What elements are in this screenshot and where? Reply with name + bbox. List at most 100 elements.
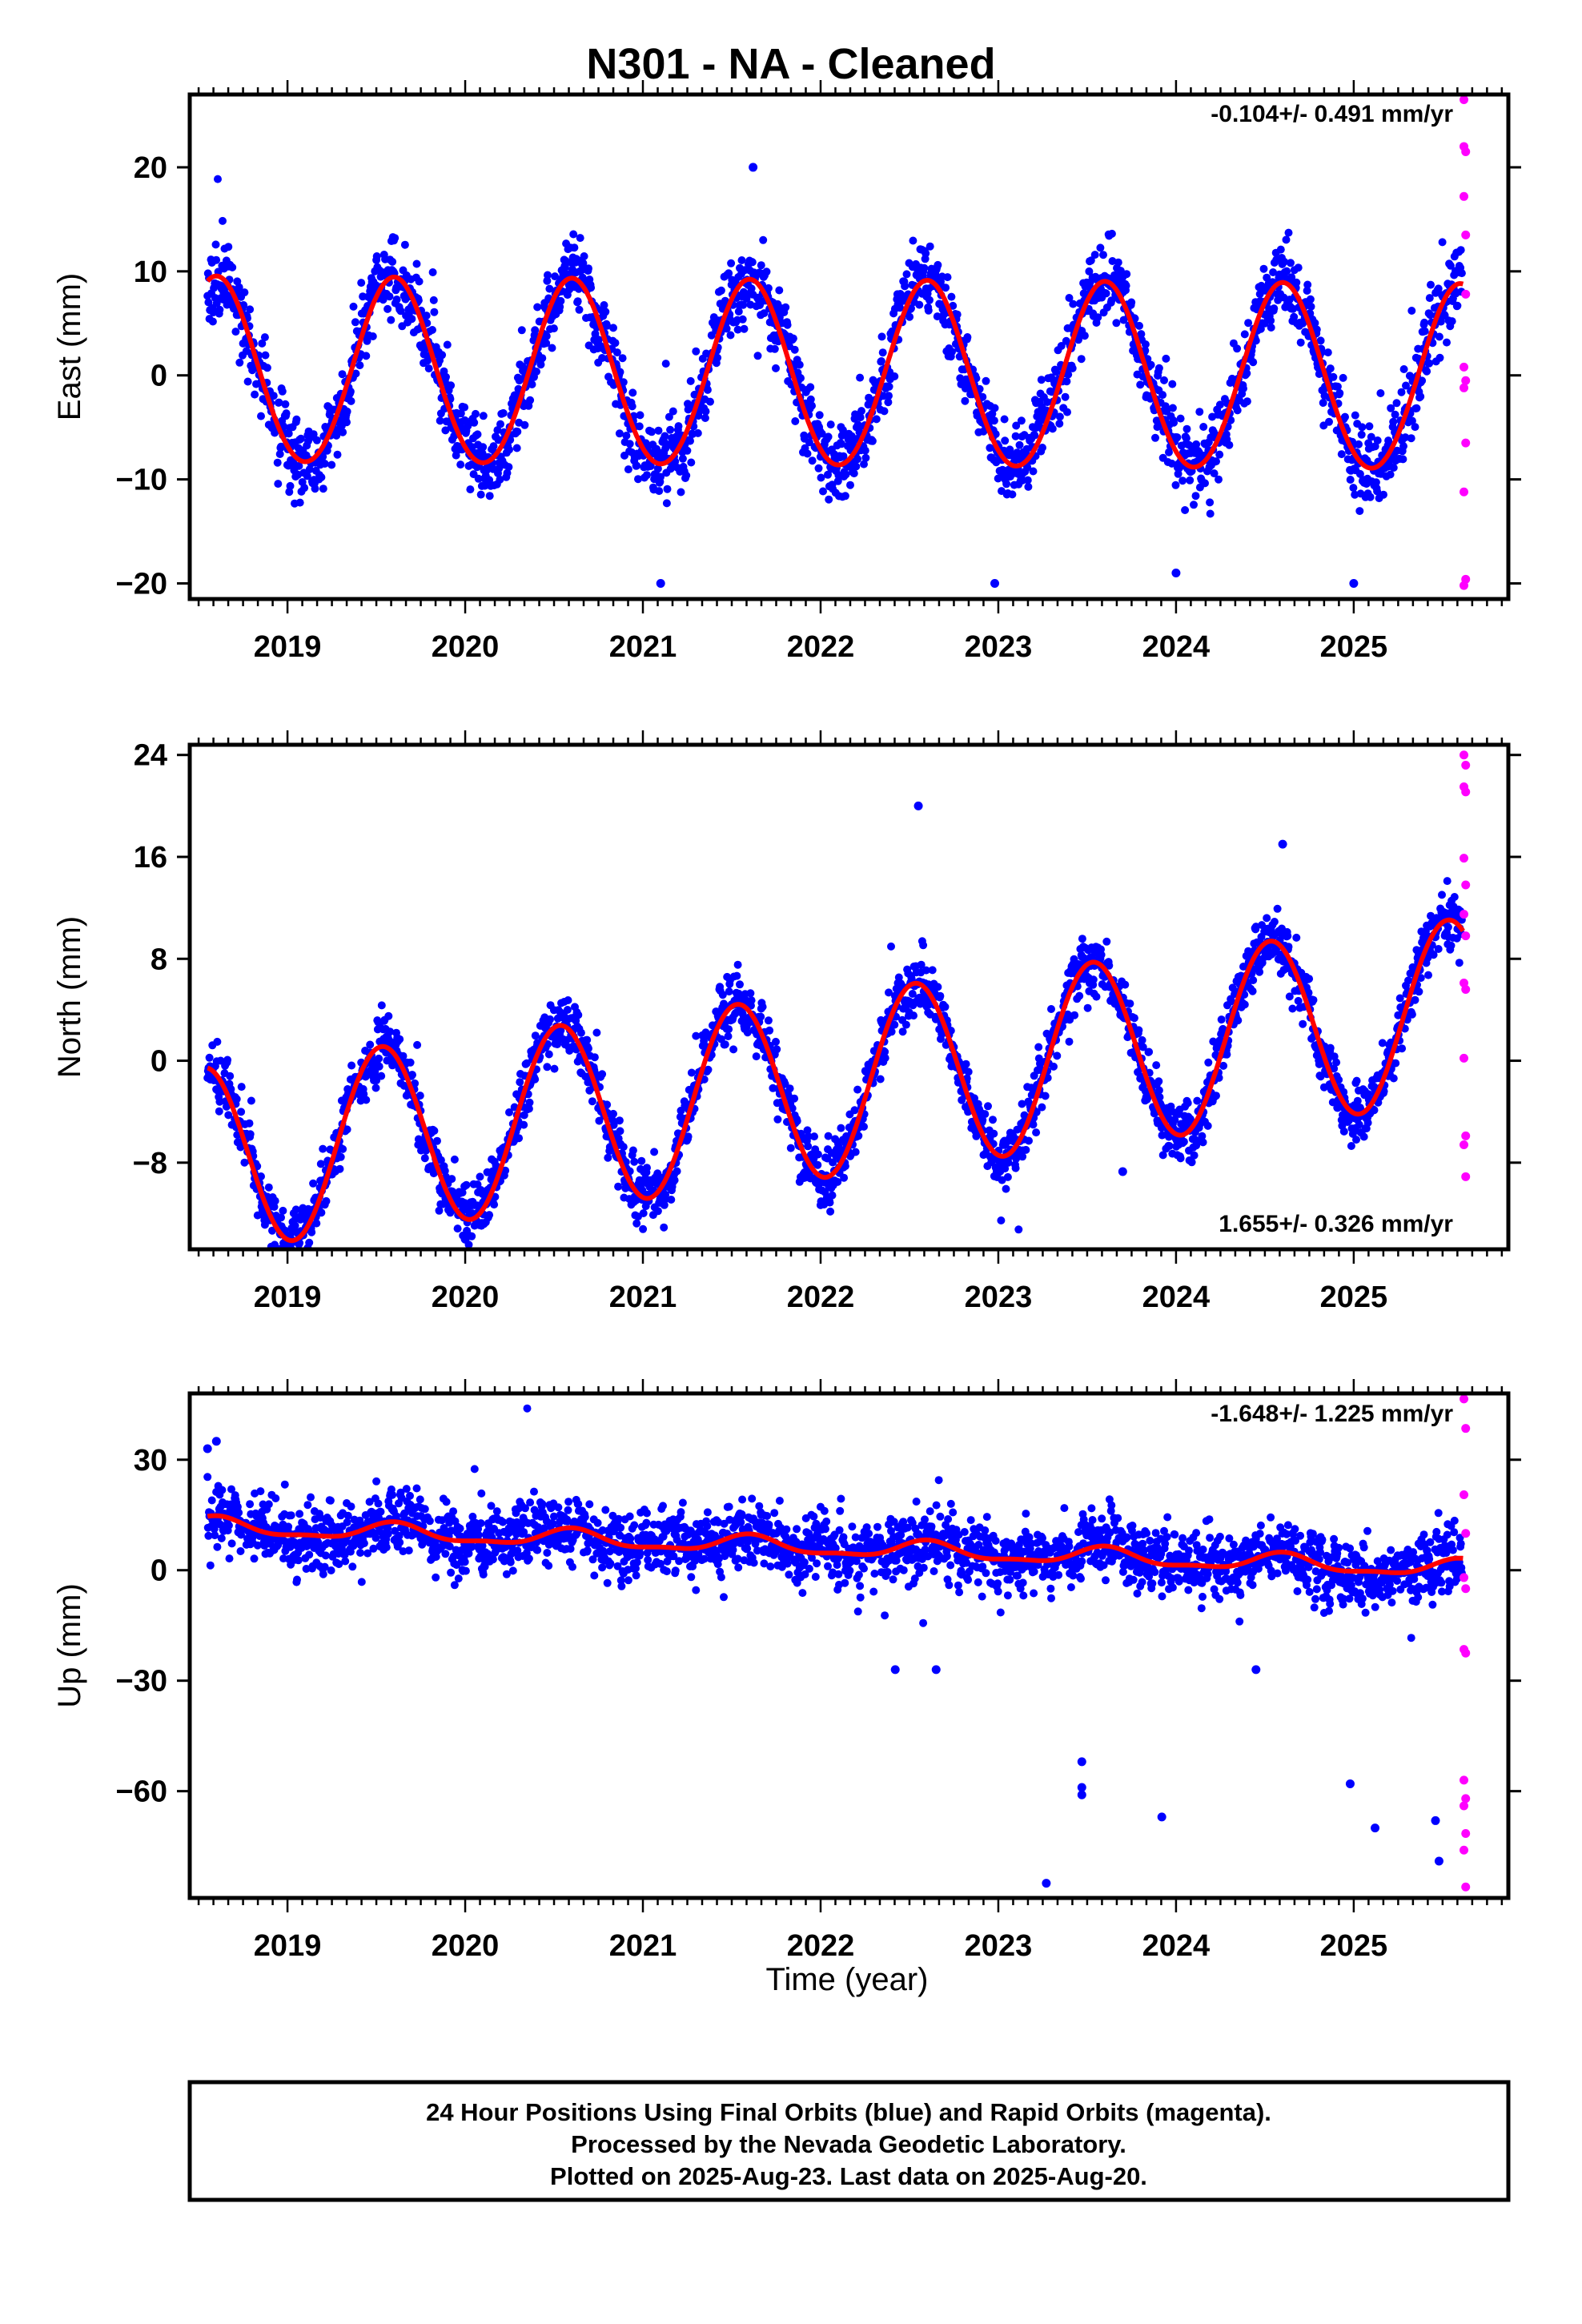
data-point [632, 461, 641, 470]
data-point [357, 279, 366, 287]
data-point [1074, 336, 1082, 344]
data-point [981, 1110, 990, 1119]
data-point [963, 333, 972, 341]
data-point [717, 286, 725, 295]
data-point [805, 438, 813, 447]
data-point [941, 1003, 950, 1011]
data-point [1062, 377, 1071, 386]
data-point [1355, 507, 1364, 516]
data-point [856, 373, 865, 382]
data-point [733, 971, 741, 980]
data-point [833, 476, 842, 485]
data-point [576, 234, 584, 243]
data-point [543, 276, 552, 285]
data-point [1325, 417, 1333, 426]
data-point [729, 1045, 738, 1054]
data-point [884, 398, 893, 407]
data-point [447, 381, 456, 390]
data-point [258, 339, 267, 348]
data-point [478, 449, 487, 458]
data-point [215, 1107, 223, 1116]
data-point [416, 1092, 424, 1100]
data-point [677, 488, 685, 497]
data-point [1315, 370, 1323, 378]
data-point [295, 498, 304, 507]
data-point [584, 264, 592, 273]
data-point [1086, 256, 1095, 265]
data-point [1182, 424, 1191, 433]
data-point [775, 286, 784, 295]
data-point [474, 474, 483, 483]
data-point [1379, 490, 1387, 499]
data-point [1173, 433, 1182, 442]
data-point [429, 296, 438, 304]
data-point [1003, 1172, 1012, 1181]
data-point [1311, 319, 1319, 328]
data-point [1326, 364, 1335, 373]
data-point [615, 1116, 624, 1125]
data-point [1270, 304, 1279, 313]
data-point [877, 357, 885, 365]
data-point [853, 455, 862, 464]
data-point [472, 409, 480, 418]
data-point [902, 270, 911, 279]
data-point [1416, 392, 1425, 401]
data-point [786, 1144, 795, 1152]
data-point [375, 1062, 383, 1071]
data-point [542, 332, 551, 340]
data-point [311, 485, 319, 493]
data-point [989, 1116, 997, 1124]
rapid-point [1461, 289, 1471, 299]
data-point [773, 1115, 782, 1124]
data-point [1349, 484, 1358, 493]
data-point [706, 397, 714, 406]
data-point [757, 1012, 765, 1021]
data-point [1284, 228, 1293, 237]
data-point [737, 256, 746, 264]
data-point [347, 1061, 356, 1070]
data-point [646, 462, 655, 470]
east-model-curve [205, 273, 1465, 471]
data-point [1316, 336, 1325, 345]
data-point [362, 1096, 371, 1104]
data-point [543, 1063, 552, 1072]
data-point [501, 1166, 510, 1175]
data-point [1225, 440, 1234, 449]
data-point [857, 407, 865, 416]
data-point [1179, 1137, 1188, 1146]
data-point [790, 1094, 799, 1103]
data-point [574, 1011, 583, 1019]
data-point [1032, 1128, 1041, 1137]
data-point [1191, 492, 1200, 501]
data-point [1306, 295, 1315, 304]
data-point [1399, 442, 1407, 451]
data-point [1043, 398, 1052, 407]
data-point [736, 980, 744, 989]
data-point [1047, 388, 1056, 396]
data-point [990, 404, 999, 412]
data-point [215, 305, 224, 314]
data-point [1423, 367, 1431, 376]
data-point [1399, 365, 1408, 373]
data-point [1199, 423, 1208, 431]
data-point [762, 267, 771, 276]
data-point [942, 283, 950, 292]
data-point [650, 1148, 659, 1156]
data-point [1323, 348, 1332, 357]
data-point [379, 296, 387, 304]
data-point [828, 1191, 837, 1200]
data-point [1357, 430, 1366, 439]
data-point [1069, 300, 1078, 308]
data-point [748, 258, 757, 267]
data-point [1259, 264, 1268, 273]
data-point [687, 458, 696, 467]
data-point [824, 1132, 833, 1140]
data-point [674, 422, 683, 431]
data-point [785, 1084, 794, 1093]
data-point [490, 1200, 499, 1209]
data-point [1243, 369, 1251, 378]
data-point [734, 308, 743, 316]
data-point [861, 446, 869, 455]
data-point [1389, 464, 1398, 472]
data-point [243, 377, 252, 386]
